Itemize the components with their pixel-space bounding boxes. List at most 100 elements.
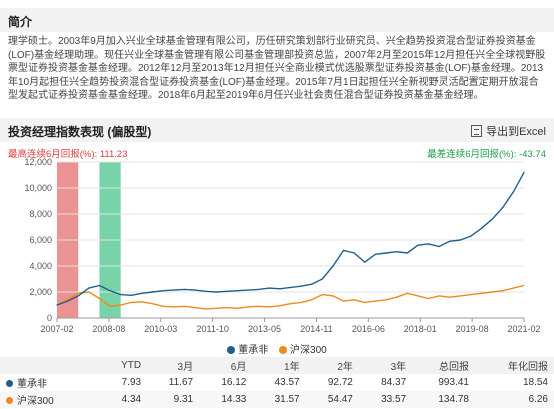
data-point-index bbox=[417, 295, 419, 297]
data-point-index bbox=[268, 306, 270, 308]
data-point-index bbox=[374, 300, 377, 302]
x-tick-label: 2021-02 bbox=[507, 324, 540, 334]
x-tick-label: 2011-10 bbox=[196, 324, 228, 334]
x-tick-label: 2014-11 bbox=[300, 324, 332, 334]
data-point-index bbox=[151, 303, 154, 305]
col-header-3m: 3月 bbox=[177, 362, 194, 373]
data-point-manager bbox=[523, 171, 525, 173]
intro-text: 理学硕士。2003年9月加入兴业全球基金管理有限公司，历任研究策划部行业研究员、… bbox=[8, 36, 546, 102]
x-tick-label: 2018-01 bbox=[404, 324, 437, 334]
performance-line-chart[interactable]: 0 2,000 4,000 6,000 8,000 10,000 12,000 2007-02… bbox=[0, 154, 554, 340]
data-point-manager bbox=[396, 251, 398, 253]
data-point-manager bbox=[67, 300, 69, 302]
min-6m-return-value: -43.74 bbox=[519, 149, 546, 160]
series-line-index bbox=[56, 284, 525, 310]
data-point-manager bbox=[512, 191, 514, 193]
row-color-dot bbox=[6, 397, 13, 404]
table-row: 沪深300 4.34 9.31 14.33 31.57 54.47 33.57 … bbox=[0, 391, 554, 408]
data-point-manager bbox=[385, 252, 387, 254]
data-point-index bbox=[449, 296, 451, 298]
legend-item-index[interactable]: 沪深300 bbox=[279, 341, 327, 356]
intro-title: 简介 bbox=[8, 15, 33, 29]
table-cell: 993.41 bbox=[438, 377, 469, 388]
data-point-manager bbox=[130, 294, 132, 296]
x-tick-label: 2010-03 bbox=[144, 324, 177, 334]
data-point-index bbox=[194, 307, 196, 309]
data-point-index bbox=[109, 305, 111, 307]
data-point-manager bbox=[236, 290, 239, 292]
x-tick-label: 2013-05 bbox=[248, 324, 281, 334]
row-name: 董承非 bbox=[17, 379, 47, 390]
data-point-index bbox=[67, 299, 69, 301]
table-cell: 33.57 bbox=[381, 394, 407, 405]
row-name-cell: 沪深300 bbox=[0, 391, 102, 408]
data-point-manager bbox=[247, 289, 249, 291]
data-point-index bbox=[438, 295, 440, 297]
y-tick-label: 6,000 bbox=[29, 235, 52, 245]
table-cell: 14.33 bbox=[221, 394, 247, 405]
data-point-manager bbox=[491, 218, 493, 220]
x-tick-label: 2007-02 bbox=[40, 324, 73, 334]
data-point-index bbox=[523, 284, 525, 287]
x-tick-label: 2016-06 bbox=[352, 324, 385, 334]
data-point-manager bbox=[427, 243, 430, 245]
data-point-manager bbox=[258, 288, 260, 290]
data-point-manager bbox=[342, 249, 345, 251]
table-cell: 6.26 bbox=[528, 394, 548, 405]
data-point-index bbox=[289, 303, 292, 305]
excel-export-icon bbox=[471, 125, 483, 137]
x-tick-label: 2008-08 bbox=[92, 324, 125, 334]
col-header-2y: 2年 bbox=[337, 362, 353, 373]
max-6m-return-value: 111.23 bbox=[99, 149, 128, 160]
table-cell: 43.57 bbox=[274, 377, 300, 388]
y-tick-label: 4,000 bbox=[29, 261, 52, 271]
table-cell: 92.72 bbox=[327, 377, 353, 388]
data-point-index bbox=[502, 290, 504, 292]
table-cell: 11.67 bbox=[168, 377, 194, 388]
data-point-index bbox=[480, 292, 483, 294]
data-point-manager bbox=[173, 289, 175, 291]
data-point-index bbox=[120, 304, 122, 306]
table-cell: 4.34 bbox=[121, 394, 142, 405]
data-point-index bbox=[130, 301, 132, 303]
data-point-index bbox=[258, 305, 260, 307]
data-point-index bbox=[215, 307, 217, 309]
row-name: 沪深300 bbox=[17, 396, 54, 407]
col-header-3y: 3年 bbox=[390, 362, 407, 373]
performance-title: 投资经理指数表现 (偏股型) bbox=[8, 125, 152, 139]
data-point-manager bbox=[204, 290, 207, 292]
legend-item-manager[interactable]: 董承非 bbox=[227, 341, 268, 356]
table-row: 董承非 7.93 11.67 16.12 43.57 92.72 84.37 9… bbox=[0, 374, 554, 391]
data-point-manager bbox=[215, 291, 217, 293]
col-header-total: 总回报 bbox=[438, 362, 469, 373]
series-line-manager bbox=[56, 172, 525, 306]
x-tick-label: 2019-08 bbox=[456, 324, 489, 334]
data-point-manager bbox=[470, 235, 472, 237]
data-point-index bbox=[183, 305, 185, 307]
data-point-index bbox=[512, 287, 514, 289]
export-excel-button[interactable]: 导出到Excel bbox=[471, 123, 546, 139]
y-tick-label: 10,000 bbox=[24, 183, 52, 193]
col-header-annualized: 年化回报 bbox=[508, 362, 548, 373]
data-point-index bbox=[247, 306, 249, 308]
performance-header: 投资经理指数表现 (偏股型) 导出到Excel bbox=[0, 118, 554, 142]
legend-label-index: 沪深300 bbox=[290, 345, 327, 356]
data-point-manager bbox=[480, 227, 483, 229]
max-6m-return: 最高连续6月回报(%): 111.23 bbox=[8, 146, 128, 160]
data-point-manager bbox=[279, 288, 281, 290]
data-point-manager bbox=[438, 245, 440, 248]
data-point-index bbox=[385, 299, 387, 301]
data-point-index bbox=[353, 299, 355, 301]
data-point-index bbox=[279, 305, 281, 307]
data-point-index bbox=[321, 294, 323, 296]
data-point-index bbox=[236, 307, 239, 309]
data-point-index bbox=[406, 292, 408, 294]
data-point-index bbox=[342, 300, 345, 302]
intro-header: 简介 bbox=[0, 8, 554, 32]
data-point-manager bbox=[417, 244, 419, 246]
col-header-name bbox=[0, 357, 102, 374]
data-point-index bbox=[470, 294, 472, 296]
data-point-manager bbox=[502, 206, 504, 209]
table-cell: 9.31 bbox=[173, 394, 194, 405]
data-point-index bbox=[141, 301, 143, 303]
